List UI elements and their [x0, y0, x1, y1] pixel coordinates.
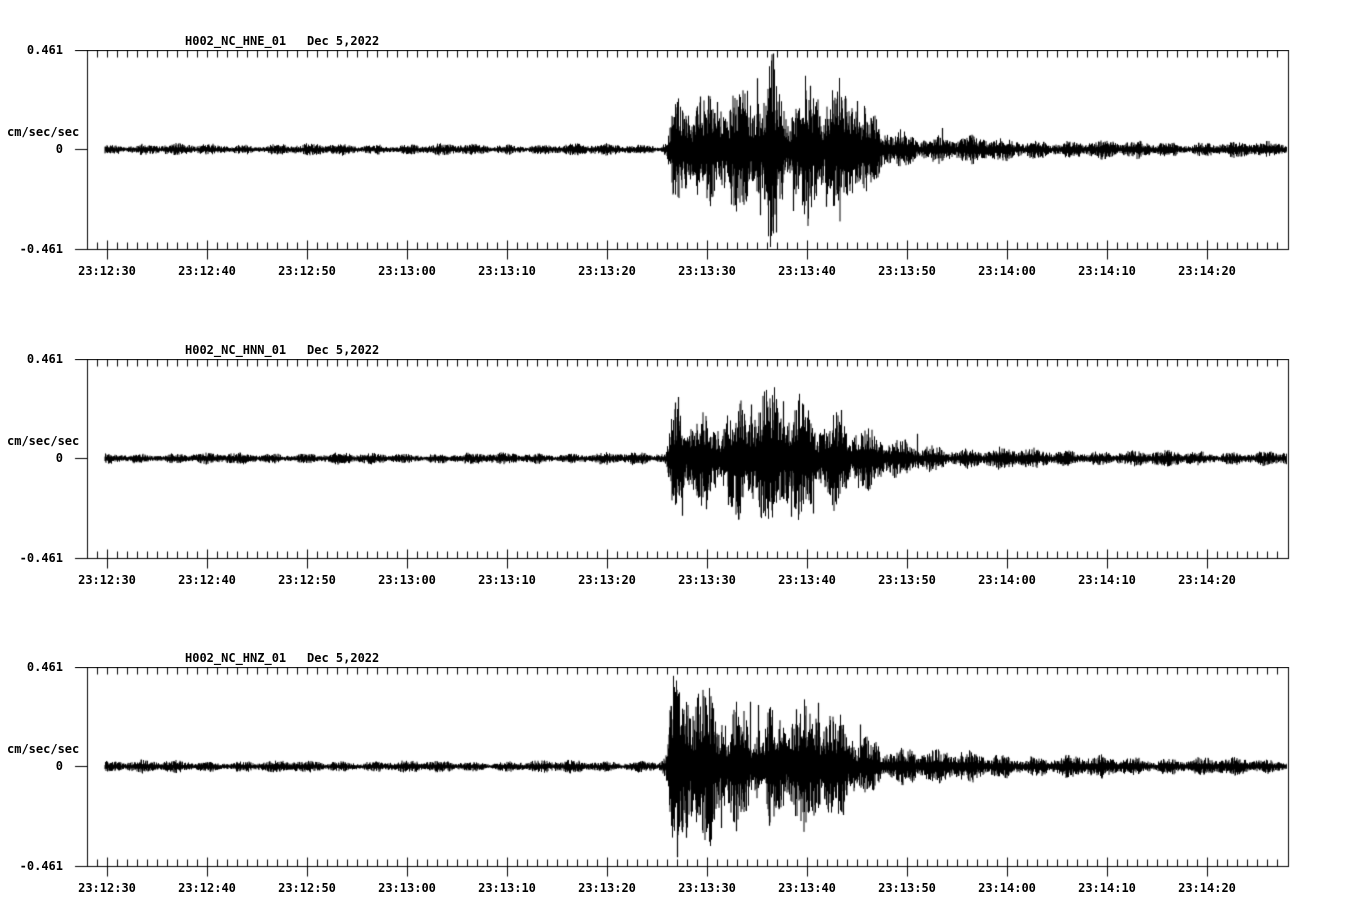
x-tick-label: 23:13:00 [378, 881, 436, 895]
y-tick-label-max: 0.461 [26, 352, 63, 366]
x-tick-label: 23:13:10 [478, 264, 536, 278]
x-tick-label: 23:14:00 [978, 573, 1036, 587]
x-tick-label: 23:14:00 [978, 264, 1036, 278]
waveform-canvas-hnz [0, 667, 1358, 880]
panel-title-station-channel: H002_NC_HNE_01 [185, 34, 287, 48]
y-tick-label-zero: 0 [55, 451, 63, 465]
y-tick-label-zero: 0 [55, 759, 63, 773]
x-tick-label: 23:13:10 [478, 573, 536, 587]
panel-title-date: Dec 5,2022 [307, 651, 380, 665]
x-tick-label: 23:13:20 [578, 264, 636, 278]
panel-title-date: Dec 5,2022 [307, 34, 380, 48]
panel-title-date: Dec 5,2022 [307, 343, 380, 357]
x-tick-label: 23:14:20 [1178, 881, 1236, 895]
x-tick-label: 23:12:40 [178, 573, 236, 587]
x-tick-label: 23:13:50 [878, 881, 936, 895]
waveform-canvas-hne [0, 50, 1358, 263]
x-tick-label: 23:13:30 [678, 881, 736, 895]
y-tick-label-max: 0.461 [26, 660, 63, 674]
x-tick-label: 23:13:30 [678, 264, 736, 278]
x-tick-label: 23:12:30 [78, 573, 136, 587]
x-tick-label: 23:13:20 [578, 881, 636, 895]
x-tick-label: 23:14:20 [1178, 264, 1236, 278]
y-tick-label-min: -0.461 [19, 859, 63, 873]
y-axis-units-label: cm/sec/sec [7, 742, 80, 756]
y-tick-label-min: -0.461 [19, 551, 63, 565]
x-tick-label: 23:13:40 [778, 881, 836, 895]
x-tick-label: 23:13:30 [678, 573, 736, 587]
x-tick-label: 23:13:50 [878, 573, 936, 587]
x-tick-label: 23:13:50 [878, 264, 936, 278]
y-tick-label-max: 0.461 [26, 43, 63, 57]
y-tick-label-zero: 0 [55, 142, 63, 156]
x-tick-label: 23:12:40 [178, 264, 236, 278]
panel-title-station-channel: H002_NC_HNZ_01 [185, 651, 287, 665]
panel-title-station-channel: H002_NC_HNN_01 [185, 343, 287, 357]
x-tick-label: 23:13:20 [578, 573, 636, 587]
y-tick-label-min: -0.461 [19, 242, 63, 256]
x-tick-label: 23:13:40 [778, 264, 836, 278]
x-tick-label: 23:14:10 [1078, 573, 1136, 587]
x-tick-label: 23:14:10 [1078, 881, 1136, 895]
waveform-canvas-hnn [0, 359, 1358, 572]
x-tick-label: 23:12:50 [278, 881, 336, 895]
x-tick-label: 23:14:10 [1078, 264, 1136, 278]
x-tick-label: 23:13:40 [778, 573, 836, 587]
y-axis-units-label: cm/sec/sec [7, 434, 80, 448]
x-tick-label: 23:12:50 [278, 264, 336, 278]
x-tick-label: 23:14:00 [978, 881, 1036, 895]
y-axis-units-label: cm/sec/sec [7, 125, 80, 139]
x-tick-label: 23:13:00 [378, 264, 436, 278]
x-tick-label: 23:13:00 [378, 573, 436, 587]
x-tick-label: 23:12:30 [78, 264, 136, 278]
x-tick-label: 23:12:50 [278, 573, 336, 587]
x-tick-label: 23:13:10 [478, 881, 536, 895]
x-tick-label: 23:14:20 [1178, 573, 1236, 587]
x-tick-label: 23:12:30 [78, 881, 136, 895]
x-tick-label: 23:12:40 [178, 881, 236, 895]
